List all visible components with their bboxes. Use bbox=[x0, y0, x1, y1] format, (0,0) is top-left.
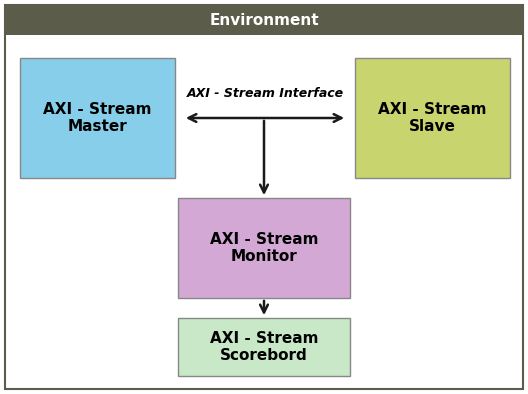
Bar bbox=[5, 5, 523, 35]
Text: AXI - Stream
Scorebord: AXI - Stream Scorebord bbox=[210, 331, 318, 363]
Text: AXI - Stream
Master: AXI - Stream Master bbox=[43, 102, 152, 134]
Text: Environment: Environment bbox=[209, 13, 319, 28]
Text: AXI - Stream
Monitor: AXI - Stream Monitor bbox=[210, 232, 318, 264]
Text: AXI - Stream Interface: AXI - Stream Interface bbox=[186, 87, 344, 100]
Text: AXI - Stream
Slave: AXI - Stream Slave bbox=[378, 102, 487, 134]
Bar bbox=[178, 318, 350, 376]
Bar bbox=[355, 58, 510, 178]
Bar bbox=[20, 58, 175, 178]
Bar bbox=[178, 198, 350, 298]
